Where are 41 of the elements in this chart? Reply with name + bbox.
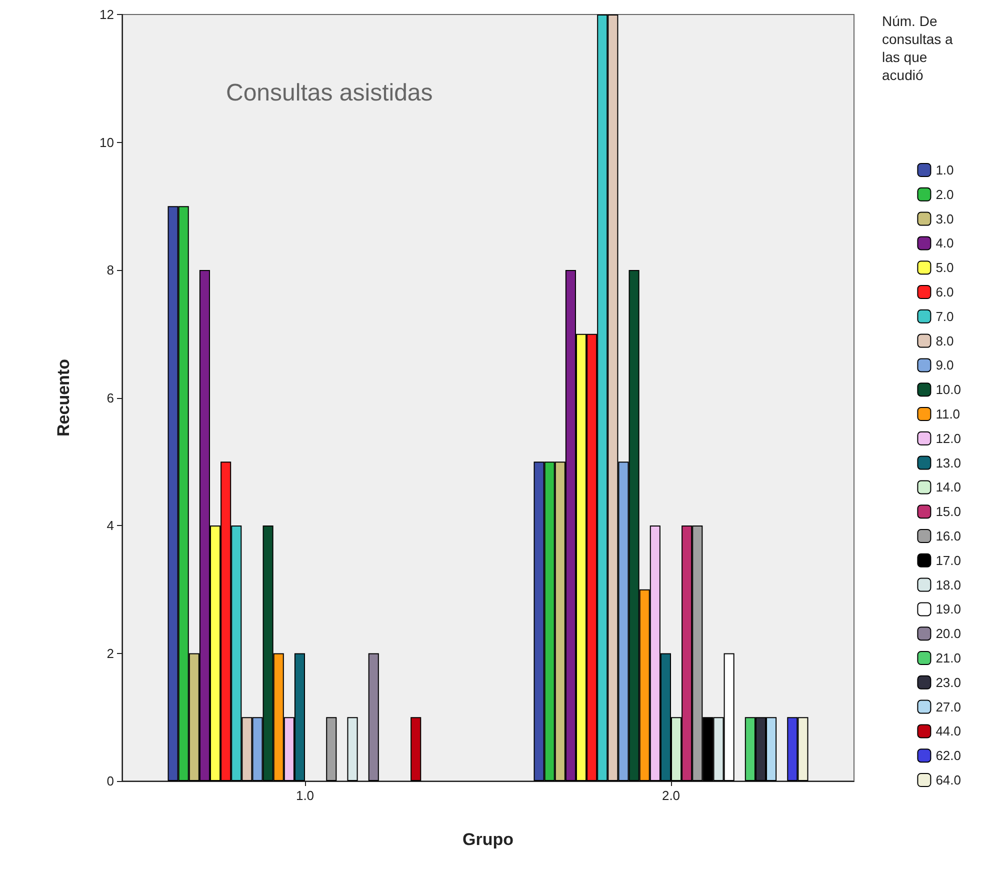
y-tick-label: 2 — [106, 646, 114, 661]
legend-label: 8.0 — [936, 333, 954, 348]
legend-label: 19.0 — [936, 602, 962, 617]
legend-label: 23.0 — [936, 674, 962, 690]
y-tick-label: 12 — [100, 7, 114, 22]
legend-label: 12.0 — [936, 430, 962, 446]
legend-label: 10.0 — [936, 382, 962, 398]
legend-label: 7.0 — [936, 308, 954, 324]
bar — [326, 717, 337, 781]
legend-title: Núm. De consultas a las que acudió — [882, 13, 957, 83]
legend-label: 44.0 — [936, 724, 962, 739]
legend-label: 62.0 — [936, 748, 962, 764]
legend-label: 2.0 — [936, 186, 954, 202]
legend-label: 4.0 — [936, 236, 954, 251]
legend-label: 9.0 — [936, 358, 954, 373]
y-axis-title: Recuento — [54, 359, 73, 436]
legend-label: 5.0 — [936, 260, 954, 276]
legend-label: 27.0 — [936, 699, 962, 714]
y-tick-label: 6 — [106, 390, 114, 406]
text: Consultas asistidas — [226, 80, 433, 106]
legend-label: 6.0 — [936, 284, 954, 300]
y-tick-label: 4 — [106, 518, 114, 533]
bar — [410, 717, 422, 781]
x-axis-title: Grupo — [462, 830, 514, 849]
legend-label: 16.0 — [936, 528, 962, 544]
legend-label: 14.0 — [936, 480, 962, 495]
legend-label: 64.0 — [936, 772, 962, 788]
legend-label: 11.0 — [936, 406, 960, 422]
y-tick-label: 8 — [106, 262, 114, 278]
bar — [347, 717, 358, 781]
y-tick-label: 10 — [100, 134, 114, 150]
legend-label: 3.0 — [936, 211, 954, 226]
legend-label: 20.0 — [936, 626, 962, 642]
legend-label: 18.0 — [936, 577, 962, 592]
y-tick-label: 0 — [106, 774, 114, 788]
legend-label: 13.0 — [936, 455, 962, 470]
legend-label: 17.0 — [936, 552, 962, 568]
legend-label: 21.0 — [936, 650, 962, 666]
legend-label: 1.0 — [936, 162, 954, 178]
bar — [368, 653, 379, 781]
legend-label: 15.0 — [936, 504, 962, 520]
